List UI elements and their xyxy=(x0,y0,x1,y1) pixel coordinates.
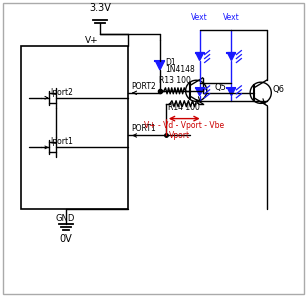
Text: V+: V+ xyxy=(85,36,99,45)
Text: 3.3V: 3.3V xyxy=(89,3,111,13)
Polygon shape xyxy=(227,53,235,61)
Text: Q5: Q5 xyxy=(215,83,227,92)
Text: Q6: Q6 xyxy=(272,85,284,94)
Text: PORT2: PORT2 xyxy=(131,82,156,91)
Text: R13 100: R13 100 xyxy=(159,76,191,85)
Text: Vext: Vext xyxy=(223,13,240,22)
Text: R14 100: R14 100 xyxy=(168,103,200,112)
Polygon shape xyxy=(227,88,235,96)
Polygon shape xyxy=(196,53,204,61)
Text: Iport2: Iport2 xyxy=(51,88,74,97)
FancyBboxPatch shape xyxy=(3,4,304,294)
Text: Vext: Vext xyxy=(191,13,208,22)
Polygon shape xyxy=(196,88,204,96)
Text: PORT1: PORT1 xyxy=(131,124,156,133)
Text: Vport: Vport xyxy=(169,130,190,140)
Text: 1N4148: 1N4148 xyxy=(165,65,195,74)
Text: V+ - Vd - Vport - Vbe: V+ - Vd - Vport - Vbe xyxy=(144,121,224,129)
Text: 0V: 0V xyxy=(59,234,72,244)
Text: D1: D1 xyxy=(165,58,176,67)
Polygon shape xyxy=(155,61,165,70)
Text: Iport1: Iport1 xyxy=(51,138,74,146)
Bar xyxy=(21,46,128,209)
Text: GND: GND xyxy=(56,214,75,223)
